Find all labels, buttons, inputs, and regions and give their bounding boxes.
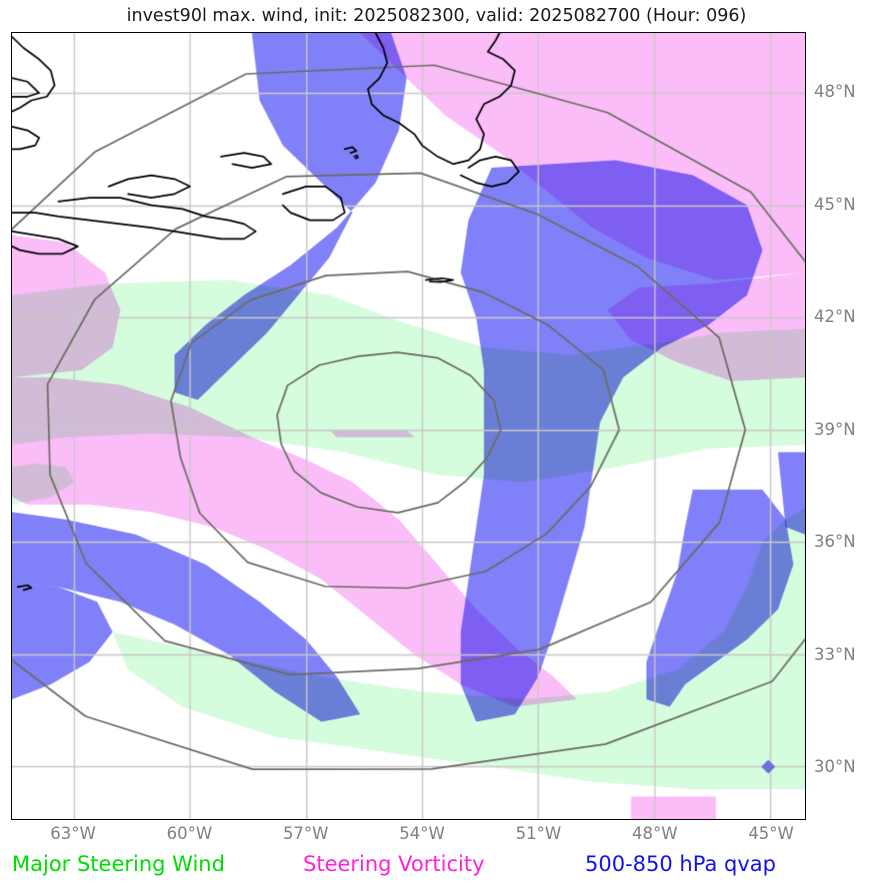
legend: Major Steering Wind Steering Vorticity 5… (0, 848, 873, 882)
page-title: invest90l max. wind, init: 2025082300, v… (126, 6, 747, 26)
x-tick-label: 51°W (515, 824, 562, 843)
x-tick-label: 60°W (166, 824, 213, 843)
map-canvas[interactable] (12, 33, 805, 819)
y-tick-label: 42°N (814, 307, 856, 327)
legend-item-major-steering-wind: Major Steering Wind (12, 852, 225, 876)
x-tick-label: 57°W (282, 824, 329, 843)
legend-item-qvap: 500-850 hPa qvap (585, 852, 776, 876)
x-tick-label: 45°W (748, 824, 794, 843)
y-tick-label: 45°N (814, 194, 856, 214)
y-tick-label: 39°N (814, 419, 856, 439)
y-tick-label: 36°N (814, 532, 856, 552)
map-plot-area[interactable] (11, 32, 806, 820)
y-tick-label: 48°N (814, 82, 856, 102)
y-tick-label: 30°N (814, 757, 856, 777)
y-tick-label: 33°N (814, 644, 856, 664)
x-tick-label: 63°W (50, 824, 96, 843)
x-tick-label: 48°W (631, 824, 678, 843)
legend-item-steering-vorticity: Steering Vorticity (303, 852, 485, 876)
x-tick-label: 54°W (399, 824, 445, 843)
